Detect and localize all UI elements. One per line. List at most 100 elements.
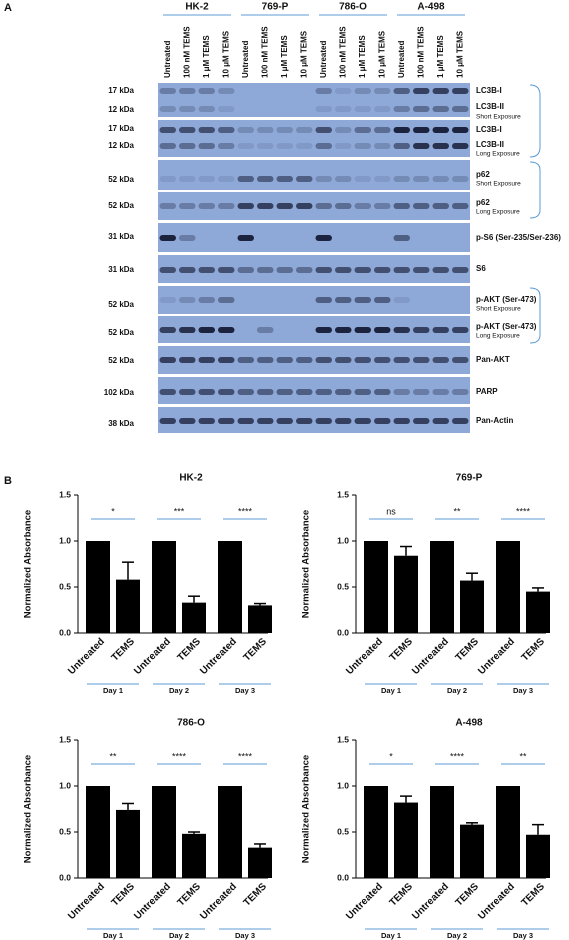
band bbox=[374, 127, 391, 133]
band bbox=[237, 127, 254, 133]
y-tick-label: 0.5 bbox=[59, 581, 71, 591]
band bbox=[335, 418, 352, 424]
band bbox=[452, 267, 469, 273]
protein-label: LC3B-I bbox=[476, 125, 502, 134]
band bbox=[393, 88, 410, 94]
y-axis-label: Normalized Absorbance bbox=[301, 510, 312, 618]
band bbox=[276, 389, 293, 395]
x-tick-label: TEMS bbox=[176, 636, 204, 664]
band bbox=[315, 127, 332, 133]
band bbox=[179, 267, 196, 273]
significance-label: * bbox=[111, 506, 115, 516]
bar bbox=[182, 833, 206, 878]
protein-label: Pan-AKT bbox=[476, 355, 510, 364]
bar bbox=[460, 580, 484, 633]
exposure-label: Long Exposure bbox=[476, 333, 520, 340]
x-tick-label: TEMS bbox=[454, 881, 482, 909]
band bbox=[198, 176, 215, 182]
x-tick-label: TEMS bbox=[520, 636, 548, 664]
band bbox=[335, 297, 352, 303]
bar bbox=[394, 555, 418, 633]
marker-label: 38 kDa bbox=[108, 419, 134, 428]
band bbox=[276, 143, 293, 149]
group-label: Day 2 bbox=[447, 931, 467, 940]
band bbox=[218, 297, 235, 303]
band bbox=[354, 389, 371, 395]
band bbox=[296, 267, 313, 273]
band bbox=[179, 235, 196, 241]
bar bbox=[496, 786, 520, 878]
band bbox=[218, 267, 235, 273]
x-tick-label: Untreated bbox=[198, 881, 239, 922]
band bbox=[452, 106, 469, 112]
error-bar bbox=[188, 595, 200, 603]
group-label: Day 1 bbox=[381, 686, 401, 695]
chart-title: A-498 bbox=[455, 718, 483, 729]
marker-label: 102 kDa bbox=[104, 388, 135, 397]
y-axis-label: Normalized Absorbance bbox=[301, 755, 312, 863]
protein-label: LC3B-II bbox=[476, 102, 504, 111]
band bbox=[315, 176, 332, 182]
band bbox=[374, 327, 391, 333]
band bbox=[159, 127, 176, 133]
band bbox=[276, 127, 293, 133]
lane-label: 1 μM TEMS bbox=[202, 35, 211, 78]
band bbox=[296, 389, 313, 395]
band bbox=[393, 297, 410, 303]
lane-label: 100 nM TEMS bbox=[416, 26, 425, 78]
band bbox=[393, 203, 410, 209]
exposure-label: Short Exposure bbox=[476, 114, 521, 121]
marker-label: 52 kDa bbox=[108, 328, 134, 337]
lane-label: 1 μM TEMS bbox=[280, 35, 289, 78]
cell-line-label: A-498 bbox=[417, 2, 445, 13]
band bbox=[374, 357, 391, 363]
band bbox=[354, 267, 371, 273]
x-tick-label: Untreated bbox=[410, 636, 451, 677]
band bbox=[315, 143, 332, 149]
bar bbox=[86, 541, 110, 633]
band bbox=[198, 203, 215, 209]
bar bbox=[152, 786, 176, 878]
marker-label: 52 kDa bbox=[108, 201, 134, 210]
band bbox=[393, 357, 410, 363]
band bbox=[237, 267, 254, 273]
band bbox=[159, 235, 176, 241]
band bbox=[218, 203, 235, 209]
band bbox=[276, 418, 293, 424]
band bbox=[354, 297, 371, 303]
band bbox=[315, 389, 332, 395]
band bbox=[335, 176, 352, 182]
band bbox=[374, 88, 391, 94]
protein-label: LC3B-I bbox=[476, 86, 502, 95]
band bbox=[159, 106, 176, 112]
band bbox=[452, 176, 469, 182]
band bbox=[335, 327, 352, 333]
band bbox=[237, 389, 254, 395]
protein-label: p62 bbox=[476, 170, 490, 179]
band bbox=[257, 418, 274, 424]
band bbox=[393, 143, 410, 149]
protein-label: p-S6 (Ser-235/Ser-236) bbox=[476, 233, 561, 242]
x-tick-label: Untreated bbox=[198, 636, 239, 677]
protein-label: p-AKT (Ser-473) bbox=[476, 295, 537, 304]
band bbox=[257, 267, 274, 273]
band bbox=[413, 267, 430, 273]
x-tick-label: Untreated bbox=[344, 636, 385, 677]
band bbox=[413, 88, 430, 94]
y-tick-label: 1.0 bbox=[337, 535, 349, 545]
band bbox=[257, 176, 274, 182]
group-label: Day 3 bbox=[513, 931, 533, 940]
band bbox=[452, 88, 469, 94]
marker-label: 52 kDa bbox=[108, 356, 134, 365]
band bbox=[374, 418, 391, 424]
band bbox=[179, 418, 196, 424]
y-axis-label: Normalized Absorbance bbox=[23, 755, 34, 863]
band bbox=[413, 357, 430, 363]
bar bbox=[460, 824, 484, 878]
band bbox=[335, 357, 352, 363]
band bbox=[335, 203, 352, 209]
lane-label: Untreated bbox=[397, 41, 406, 78]
x-tick-label: TEMS bbox=[520, 881, 548, 909]
x-tick-label: Untreated bbox=[66, 881, 107, 922]
